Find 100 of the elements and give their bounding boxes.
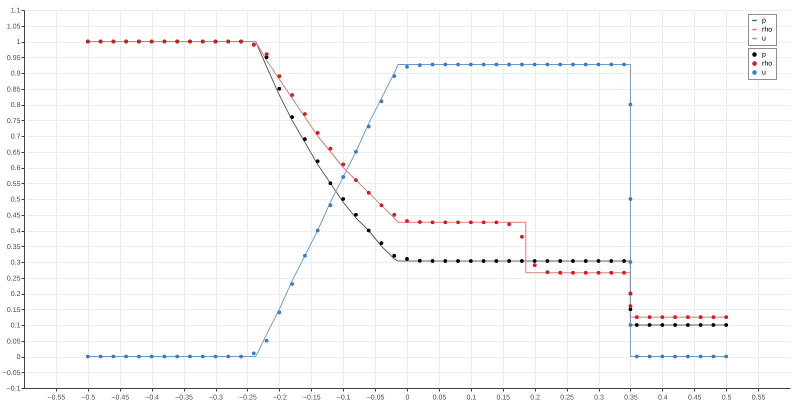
- point: [698, 315, 703, 319]
- point: [609, 259, 614, 263]
- point: [111, 354, 116, 358]
- point: [226, 354, 230, 358]
- point: [634, 323, 639, 327]
- point: [264, 338, 268, 343]
- point: [673, 354, 677, 358]
- point: [380, 203, 384, 208]
- point: [124, 354, 128, 358]
- point: [609, 270, 614, 275]
- point: [405, 256, 409, 261]
- point: [392, 254, 396, 258]
- point: [430, 62, 434, 66]
- point: [188, 354, 192, 358]
- point: [660, 323, 664, 327]
- point: [430, 259, 434, 263]
- point: [328, 146, 332, 150]
- point: [724, 315, 728, 319]
- point: [507, 62, 512, 66]
- point: [366, 190, 371, 195]
- point: [430, 220, 434, 224]
- line-series: [87, 64, 727, 357]
- point: [380, 241, 384, 245]
- point: [648, 354, 652, 358]
- point: [380, 99, 384, 104]
- point: [392, 212, 396, 217]
- point: [634, 354, 639, 358]
- point: [137, 354, 141, 358]
- point: [98, 354, 102, 358]
- point: [405, 64, 409, 69]
- point: [341, 162, 346, 166]
- point: [712, 323, 716, 327]
- point: [392, 74, 396, 78]
- point: [200, 354, 205, 358]
- point: [316, 159, 320, 164]
- point: [494, 259, 498, 263]
- point: [443, 62, 448, 66]
- point: [302, 137, 307, 142]
- point: [86, 354, 90, 358]
- point: [724, 354, 728, 358]
- point: [468, 220, 473, 224]
- point: [628, 197, 632, 201]
- point: [532, 263, 537, 268]
- point: [648, 315, 652, 319]
- point: [494, 220, 498, 224]
- point: [354, 178, 358, 182]
- point: [418, 220, 422, 224]
- point: [622, 259, 626, 263]
- point: [456, 259, 460, 263]
- point: [546, 62, 550, 66]
- point: [634, 315, 639, 319]
- point: [546, 270, 550, 274]
- point: [712, 354, 716, 358]
- point: [405, 219, 409, 223]
- point: [341, 175, 346, 179]
- point: [482, 259, 486, 263]
- point: [366, 124, 371, 128]
- point: [328, 181, 332, 186]
- point: [456, 220, 460, 224]
- point: [468, 62, 473, 66]
- point: [264, 55, 268, 60]
- point: [162, 354, 166, 358]
- point: [354, 150, 358, 154]
- point: [622, 270, 626, 275]
- point: [628, 304, 632, 308]
- point: [328, 203, 332, 208]
- point: [150, 354, 154, 358]
- point: [660, 354, 664, 358]
- point: [532, 62, 537, 66]
- point: [622, 62, 626, 66]
- point: [698, 323, 703, 327]
- point: [686, 354, 690, 358]
- point: [277, 310, 282, 314]
- point: [628, 307, 632, 312]
- point: [628, 102, 632, 106]
- point: [520, 259, 524, 263]
- point: [252, 351, 256, 356]
- point: [609, 62, 614, 66]
- point: [673, 323, 677, 327]
- point: [673, 315, 677, 319]
- point: [584, 259, 588, 263]
- point: [366, 228, 371, 232]
- point: [507, 259, 512, 263]
- point: [558, 62, 562, 66]
- point: [456, 62, 460, 66]
- point: [418, 63, 422, 67]
- point: [354, 212, 358, 217]
- point: [482, 62, 486, 66]
- point: [418, 258, 422, 263]
- point: [482, 220, 486, 224]
- point: [316, 130, 320, 135]
- point: [520, 234, 524, 239]
- point: [724, 323, 728, 327]
- point: [507, 222, 512, 226]
- point: [239, 354, 243, 358]
- point: [443, 259, 448, 263]
- point: [571, 270, 575, 275]
- point: [532, 259, 537, 263]
- point: [277, 86, 282, 91]
- point: [686, 315, 690, 319]
